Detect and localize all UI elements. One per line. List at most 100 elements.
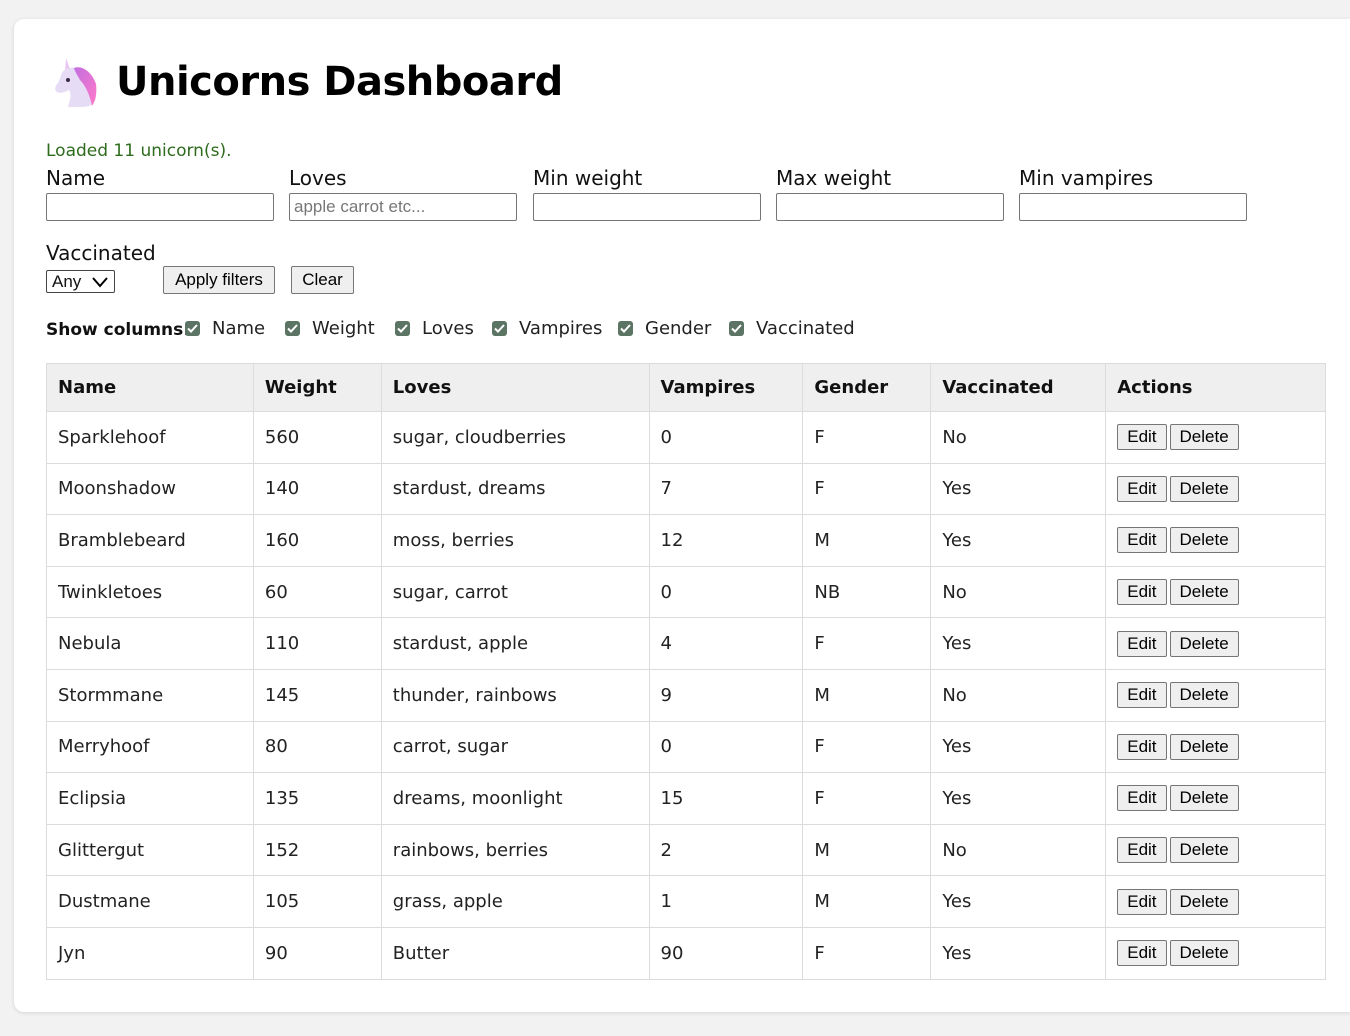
edit-button[interactable]: Edit [1117, 579, 1167, 606]
table-row: Glittergut 152 rainbows, berries 2 M No Edit De… [46, 823, 1326, 877]
table-cell: 90 [648, 926, 804, 980]
apply-filters-button[interactable]: Apply filters [163, 266, 275, 294]
delete-button[interactable]: Delete [1169, 733, 1239, 760]
table-cell: Yes [930, 617, 1107, 670]
table-cell: F [802, 411, 932, 464]
table-cell: M [802, 514, 932, 567]
table-cell: moss, berries [380, 514, 650, 567]
delete-button[interactable]: Delete [1169, 888, 1239, 915]
edit-button[interactable]: Edit [1117, 733, 1167, 760]
filter-loves-label: Loves [289, 166, 347, 190]
delete-button[interactable]: Delete [1169, 837, 1239, 864]
edit-button[interactable]: Edit [1117, 424, 1167, 451]
table-cell: thunder, rainbows [380, 668, 650, 722]
edit-button[interactable]: Edit [1117, 837, 1167, 864]
filter-name-label: Name [46, 166, 106, 190]
table-cell: Butter [380, 926, 650, 980]
table-row: Stormmane 145 thunder, rainbows 9 M No Edit Del… [46, 668, 1326, 722]
table-cell: 9 [648, 668, 804, 722]
delete-button[interactable]: Delete [1169, 527, 1239, 554]
column-toggle-vampires[interactable]: Vampires [492, 318, 602, 339]
table-cell: Dustmane [46, 875, 254, 928]
delete-button[interactable]: Delete [1169, 785, 1239, 812]
table-cell: sugar, cloudberries [380, 411, 650, 464]
edit-button[interactable]: Edit [1117, 630, 1167, 657]
row-actions: Edit Delete [1105, 514, 1326, 567]
row-actions: Edit Delete [1105, 720, 1326, 774]
column-toggle-label: Vaccinated [756, 318, 855, 339]
table-cell: 0 [648, 411, 804, 464]
delete-button[interactable]: Delete [1169, 630, 1239, 657]
table-cell: 105 [252, 875, 382, 928]
row-actions: Edit Delete [1105, 668, 1326, 722]
column-header: Name [46, 363, 254, 412]
column-toggle-label: Name [212, 318, 266, 339]
checkbox-checked-icon[interactable] [729, 321, 744, 336]
column-header: Vaccinated [930, 363, 1107, 412]
table-row: Jyn 90 Butter 90 F Yes Edit Delete [46, 926, 1326, 980]
vaccinated-select[interactable]: Any [46, 270, 115, 293]
table-cell: 1 [648, 875, 804, 928]
table-cell: Stormmane [46, 668, 254, 722]
max-weight-input[interactable] [776, 193, 1004, 221]
delete-button[interactable]: Delete [1169, 940, 1239, 967]
delete-button[interactable]: Delete [1169, 579, 1239, 606]
checkbox-checked-icon[interactable] [395, 321, 410, 336]
edit-button[interactable]: Edit [1117, 527, 1167, 554]
column-toggle-gender[interactable]: Gender [618, 318, 711, 339]
min-vampires-input[interactable] [1019, 193, 1247, 221]
row-actions: Edit Delete [1105, 875, 1326, 928]
table-cell: M [802, 668, 932, 722]
table-cell: No [930, 668, 1107, 722]
checkbox-checked-icon[interactable] [285, 321, 300, 336]
checkbox-checked-icon[interactable] [618, 321, 633, 336]
column-header: Loves [380, 363, 650, 412]
table-cell: carrot, sugar [380, 720, 650, 774]
edit-button[interactable]: Edit [1117, 888, 1167, 915]
checkbox-checked-icon[interactable] [492, 321, 507, 336]
edit-button[interactable]: Edit [1117, 682, 1167, 709]
filter-max-weight: Max weight [776, 165, 1004, 221]
table-cell: F [802, 772, 932, 825]
table-cell: stardust, apple [380, 617, 650, 670]
checkbox-checked-icon[interactable] [185, 321, 200, 336]
table-cell: sugar, carrot [380, 565, 650, 619]
column-toggle-loves[interactable]: Loves [395, 318, 474, 339]
column-toggle-weight[interactable]: Weight [285, 318, 375, 339]
table-cell: Yes [930, 462, 1107, 516]
table-cell: Yes [930, 772, 1107, 825]
delete-button[interactable]: Delete [1169, 475, 1239, 502]
delete-button[interactable]: Delete [1169, 424, 1239, 451]
name-filter-input[interactable] [46, 193, 274, 221]
table-cell: 7 [648, 462, 804, 516]
clear-filters-button[interactable]: Clear [291, 266, 354, 294]
table-cell: 60 [252, 565, 382, 619]
table-cell: 560 [252, 411, 382, 464]
row-actions: Edit Delete [1105, 926, 1326, 980]
table-cell: Glittergut [46, 823, 254, 877]
table-cell: Yes [930, 926, 1107, 980]
min-weight-input[interactable] [533, 193, 761, 221]
table-header-row: Name Weight Loves Vampires Gender Vaccin… [46, 363, 1326, 412]
filter-vaccinated-label: Vaccinated [46, 241, 156, 265]
filter-vaccinated: Vaccinated Any [46, 239, 156, 293]
column-header: Gender [802, 363, 932, 412]
table-cell: Yes [930, 720, 1107, 774]
edit-button[interactable]: Edit [1117, 785, 1167, 812]
column-toggle-label: Vampires [519, 318, 603, 339]
table-cell: 80 [252, 720, 382, 774]
table-cell: Eclipsia [46, 772, 254, 825]
delete-button[interactable]: Delete [1169, 682, 1239, 709]
table-cell: Yes [930, 875, 1107, 928]
status-message: Loaded 11 unicorn(s). [46, 141, 232, 161]
column-toggle-vaccinated[interactable]: Vaccinated [729, 318, 855, 339]
column-toggle-name[interactable]: Name [185, 318, 265, 339]
table-row: Moonshadow 140 stardust, dreams 7 F Yes Edit De… [46, 462, 1326, 516]
loves-filter-input[interactable] [289, 193, 517, 221]
edit-button[interactable]: Edit [1117, 940, 1167, 967]
edit-button[interactable]: Edit [1117, 475, 1167, 502]
show-columns-label: Show columns: [46, 320, 191, 340]
table-cell: No [930, 823, 1107, 877]
table-cell: Bramblebeard [46, 514, 254, 567]
row-actions: Edit Delete [1105, 462, 1326, 516]
